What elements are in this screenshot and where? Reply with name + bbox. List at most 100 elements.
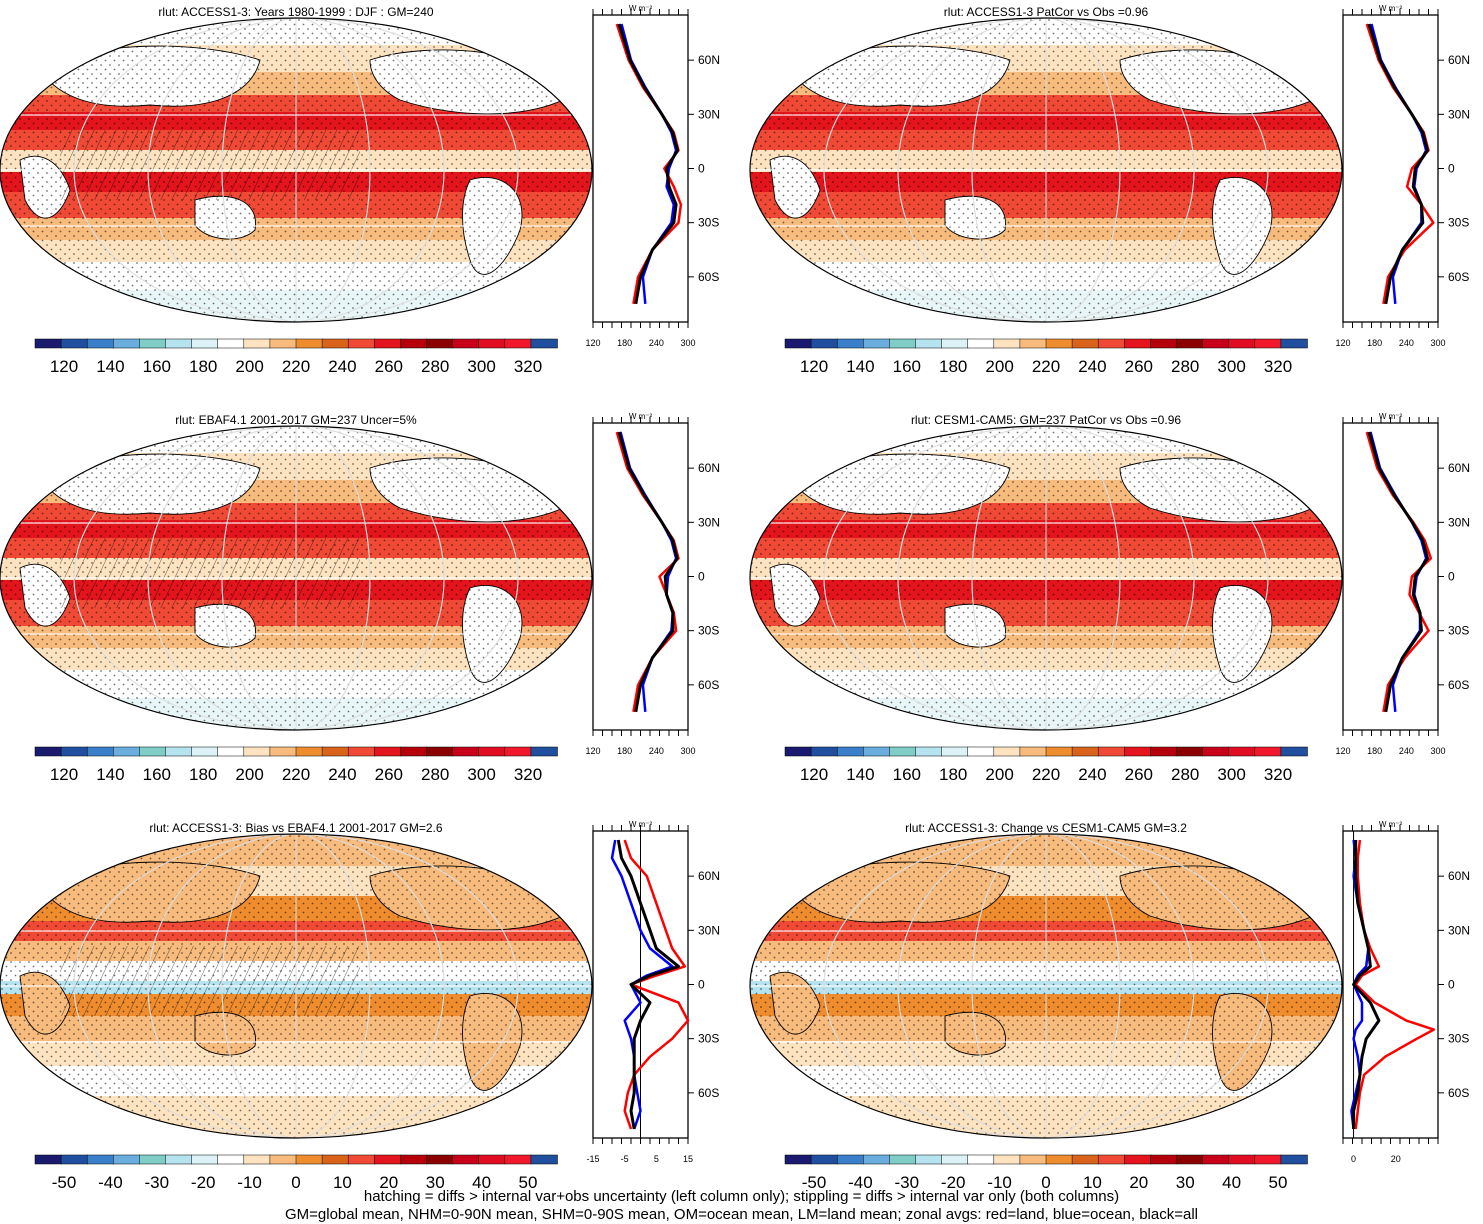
colorbar-label: 160 [143,357,171,376]
x-tick-label: 300 [1430,338,1445,348]
panel-title: rlut: ACCESS1-3 PatCor vs Obs =0.96 [944,5,1149,19]
lat-label: 60N [698,53,720,67]
x-tick-label: 180 [1367,338,1382,348]
colorbar-swatch [942,747,969,756]
colorbar-label: 280 [1171,357,1199,376]
colorbar-swatch [968,747,995,756]
x-tick-label: 120 [585,746,600,756]
map [0,18,592,323]
colorbar-swatch [453,747,480,756]
x-tick-label: 20 [1391,1154,1401,1164]
colorbar-swatch [1046,339,1073,348]
colorbar-swatch [244,1155,271,1164]
colorbar-label: 180 [939,357,967,376]
colorbar-swatch [61,339,88,348]
colorbar-label: 320 [514,357,542,376]
colorbar-label: 140 [846,357,874,376]
colorbar-swatch [1124,339,1151,348]
colorbar-swatch [1203,339,1230,348]
colorbar-swatch [479,339,506,348]
colorbar-swatch [505,747,532,756]
lat-label: 30N [698,515,720,529]
colorbar-swatch [1020,1155,1047,1164]
colorbar-swatch [192,339,219,348]
lat-label: 0 [698,978,705,992]
colorbar-swatch [1072,1155,1099,1164]
colorbar-label: 220 [1032,357,1060,376]
colorbar-swatch [244,747,271,756]
colorbar-swatch [1124,747,1151,756]
x-tick-label: 120 [585,338,600,348]
x-tick-label: 300 [680,746,695,756]
lat-label: 30S [1448,1032,1469,1046]
lat-label: 30N [698,923,720,937]
map [750,426,1342,731]
colorbar-label: 200 [985,357,1013,376]
colorbar-swatch [1150,1155,1177,1164]
colorbar-swatch [505,339,532,348]
colorbar-label: 220 [1032,765,1060,784]
lat-label: 60S [698,678,719,692]
map [750,834,1342,1139]
colorbar-label: 160 [143,765,171,784]
colorbar-swatch [1203,1155,1230,1164]
lat-label: 30N [1448,923,1470,937]
colorbar-swatch [837,339,864,348]
colorbar-swatch [968,339,995,348]
colorbar-swatch [1281,1155,1308,1164]
colorbar-swatch [968,1155,995,1164]
lat-label: 60S [1448,678,1469,692]
colorbar-swatch [35,747,62,756]
colorbar-swatch [296,1155,323,1164]
x-tick-label: 120 [1335,338,1350,348]
colorbar-swatch [166,339,193,348]
colorbar-swatch [113,339,140,348]
colorbar-swatch [1150,747,1177,756]
colorbar-swatch [811,747,838,756]
colorbar-swatch [218,339,245,348]
colorbar-swatch [348,747,375,756]
colorbar-swatch [479,1155,506,1164]
x-tick-label: 180 [1367,746,1382,756]
x-tick-label: 180 [617,338,632,348]
colorbar-swatch [374,339,401,348]
colorbar-swatch [453,339,480,348]
footnote-legend: GM=global mean, NHM=0-90N mean, SHM=0-90… [0,1206,1483,1224]
colorbar-swatch [61,1155,88,1164]
x-tick-label: 300 [680,338,695,348]
colorbar-label: 320 [514,765,542,784]
colorbar-swatch [1255,747,1282,756]
colorbar-label: 240 [328,357,356,376]
colorbar-label: 160 [893,357,921,376]
lat-label: 60S [698,270,719,284]
lat-label: 60N [1448,869,1470,883]
x-tick-label: 240 [649,746,664,756]
colorbar-swatch [270,747,297,756]
lat-label: 0 [1448,162,1455,176]
colorbar-swatch [531,339,558,348]
colorbar-swatch [244,339,271,348]
map [0,834,592,1139]
colorbar-swatch [837,747,864,756]
lat-label: 30N [1448,107,1470,121]
colorbar-swatch [400,339,427,348]
colorbar-swatch [1150,339,1177,348]
colorbar-swatch [1177,747,1204,756]
colorbar-swatch [166,747,193,756]
panel-p6: rlut: ACCESS1-3: Change vs CESM1-CAM5 GM… [750,820,1470,1192]
colorbar-swatch [811,1155,838,1164]
colorbar-swatch [1177,339,1204,348]
lat-label: 30S [698,624,719,638]
colorbar-swatch [113,1155,140,1164]
colorbar-swatch [1229,339,1256,348]
colorbar-swatch [1255,1155,1282,1164]
colorbar-swatch [994,747,1021,756]
panel-title: rlut: EBAF4.1 2001-2017 GM=237 Uncer=5% [175,413,417,427]
colorbar-label: 120 [800,765,828,784]
colorbar-swatch [139,339,166,348]
colorbar-swatch [35,1155,62,1164]
colorbar-label: 280 [421,357,449,376]
colorbar-swatch [322,1155,349,1164]
